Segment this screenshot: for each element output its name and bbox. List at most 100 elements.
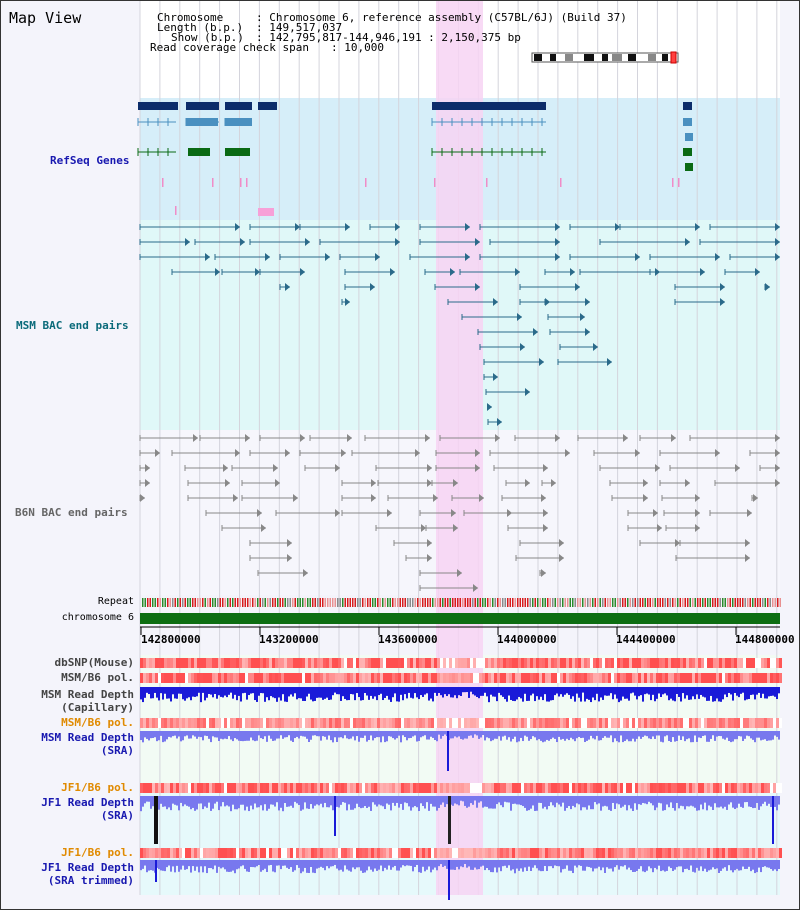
msm-sra-depth xyxy=(772,731,774,740)
msm-cap-depth xyxy=(524,687,526,694)
jf1-sra-depth xyxy=(440,796,442,805)
msm-sra-depth xyxy=(412,731,414,737)
msm-bac-pair-end xyxy=(585,328,590,336)
msm-cap-depth xyxy=(768,687,770,697)
repeat-mark xyxy=(169,598,171,607)
pol-stripe xyxy=(668,673,671,683)
jf1-trim-depth xyxy=(640,860,642,867)
jf1-sra-depth xyxy=(744,796,746,803)
pol-stripe xyxy=(557,673,560,683)
jf1-sra-depth xyxy=(282,796,284,812)
msm-sra-depth xyxy=(186,731,188,736)
msm-sra-depth xyxy=(518,731,520,742)
dbsnp-stripe xyxy=(491,658,494,668)
msm-sra-depth xyxy=(568,731,570,741)
pol-stripe xyxy=(641,848,644,858)
pol-stripe xyxy=(710,673,713,683)
pol-stripe xyxy=(329,783,332,793)
jf1-trim-depth xyxy=(260,860,262,872)
pol-stripe xyxy=(266,673,269,683)
b6n-bac-pair-end xyxy=(427,539,432,547)
dbsnp-stripe xyxy=(254,658,257,668)
msm-sra-depth xyxy=(176,731,178,739)
jf1-sra-depth xyxy=(246,796,248,807)
pol-stripe xyxy=(191,848,194,858)
jf1-trim-depth xyxy=(430,860,432,873)
pol-stripe xyxy=(476,718,479,728)
msm-cap-depth xyxy=(446,687,448,697)
pol-stripe xyxy=(479,673,482,683)
b6n-bac-pair-end xyxy=(565,449,570,457)
msm-sra-depth xyxy=(688,731,690,739)
msm-cap-depth xyxy=(322,687,324,700)
track-label-refseq[interactable]: RefSeq Genes xyxy=(50,154,130,167)
msm-sra-depth xyxy=(344,731,346,736)
pol-stripe xyxy=(737,718,740,728)
msm-cap-depth xyxy=(368,687,370,700)
jf1-trim-depth xyxy=(738,860,740,871)
repeat-mark xyxy=(777,598,779,607)
msm-sra-depth xyxy=(442,731,444,737)
jf1-trim-depth xyxy=(726,860,728,871)
b6n-bac-pair-end xyxy=(685,479,690,487)
snp-mark xyxy=(162,178,164,187)
msm-sra-depth xyxy=(508,731,510,738)
track-label-b6n-bac[interactable]: B6N BAC end pairs xyxy=(15,506,128,519)
pol-stripe xyxy=(140,718,143,728)
jf1-trim-depth xyxy=(408,860,410,866)
jf1-sra-depth xyxy=(618,796,620,805)
msm-sra-depth xyxy=(398,731,400,736)
msm-sra-depth xyxy=(684,731,686,742)
track-label-msm-bac[interactable]: MSM BAC end pairs xyxy=(16,319,129,332)
gene-block xyxy=(432,102,546,110)
jf1-sra-depth xyxy=(536,796,538,811)
jf1-sra-depth xyxy=(620,796,622,808)
msm-cap-depth xyxy=(336,687,338,695)
pol-stripe xyxy=(608,848,611,858)
dbsnp-stripe xyxy=(407,658,410,668)
dbsnp-stripe xyxy=(635,658,638,668)
msm-cap-depth xyxy=(200,687,202,703)
msm-sra-depth xyxy=(280,731,282,736)
msm-cap-depth xyxy=(220,687,222,697)
msm-bac-pair-end xyxy=(265,253,270,261)
repeat-mark xyxy=(194,598,196,607)
jf1-sra-depth xyxy=(516,796,518,805)
pol-stripe xyxy=(590,848,593,858)
b6n-bac-pair-end xyxy=(387,509,392,517)
jf1-trim-depth xyxy=(684,860,686,870)
pol-stripe xyxy=(482,718,485,728)
jf1-trim-depth xyxy=(428,860,430,867)
dbsnp-stripe xyxy=(608,658,611,668)
axis-tick: 144800000 xyxy=(735,633,795,646)
pol-stripe xyxy=(656,673,659,683)
jf1-trim-depth xyxy=(714,860,716,870)
msm-sra-depth xyxy=(732,731,734,742)
pol-stripe xyxy=(365,718,368,728)
jf1-trim-depth xyxy=(716,860,718,869)
track-label-msm-b6-pol-2: MSM/B6 pol. xyxy=(61,716,134,729)
pol-stripe xyxy=(392,783,395,793)
jf1-trim-depth xyxy=(158,860,160,870)
msm-cap-depth xyxy=(394,687,396,694)
msm-cap-depth xyxy=(748,687,750,699)
jf1-sra-depth xyxy=(158,796,160,810)
pol-stripe xyxy=(347,673,350,683)
jf1-trim-depth xyxy=(508,860,510,866)
msm-cap-depth xyxy=(736,687,738,696)
pol-stripe xyxy=(596,673,599,683)
jf1-trim-depth xyxy=(258,860,260,865)
pol-stripe xyxy=(425,673,428,683)
pol-stripe xyxy=(764,718,767,728)
pol-stripe xyxy=(458,783,461,793)
pol-stripe xyxy=(443,783,446,793)
msm-sra-depth xyxy=(630,731,632,742)
repeat-mark xyxy=(609,598,611,607)
jf1-trim-depth xyxy=(288,860,290,869)
pol-stripe xyxy=(389,848,392,858)
msm-cap-depth xyxy=(564,687,566,695)
msm-sra-depth xyxy=(352,731,354,737)
jf1-trim-depth xyxy=(250,860,252,868)
